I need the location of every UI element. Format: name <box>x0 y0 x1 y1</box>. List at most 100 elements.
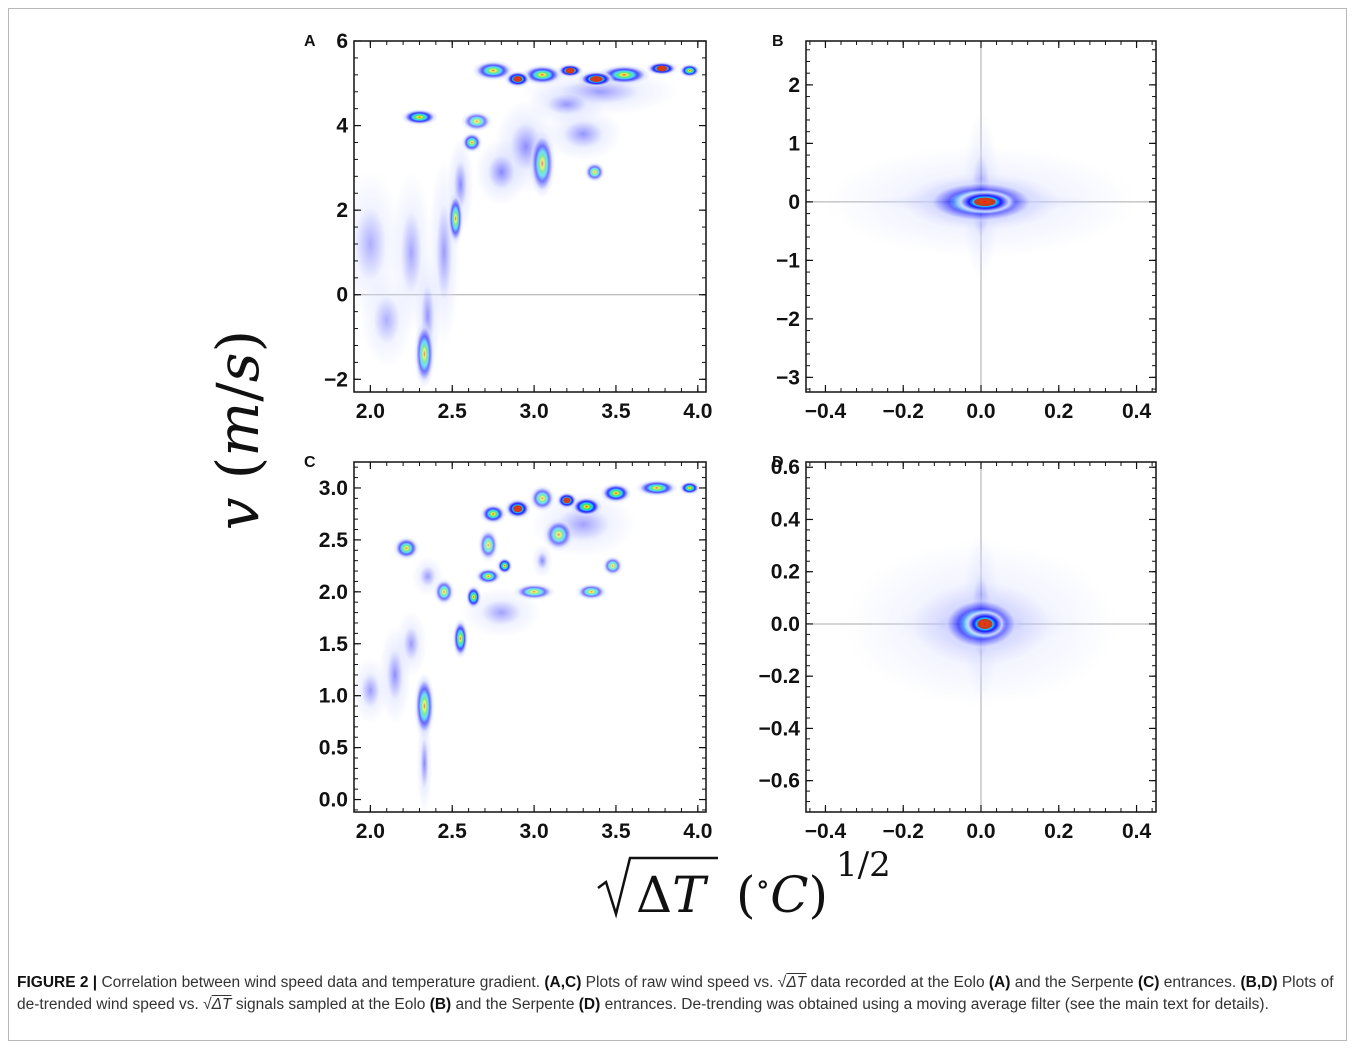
density-blob <box>679 63 701 78</box>
caption-text: signals sampled at the Eolo <box>231 996 430 1013</box>
y-tick-label: 0.5 <box>319 737 349 760</box>
density-blob <box>477 528 499 562</box>
density-blob <box>480 503 507 524</box>
x-tick-label: 0.0 <box>966 820 995 843</box>
figure-frame <box>8 8 1347 1041</box>
y-tick-label: 1.5 <box>319 633 349 656</box>
density-peak <box>563 497 571 504</box>
density-peak <box>977 618 993 630</box>
density-peak <box>974 197 996 207</box>
density-blob <box>447 191 464 246</box>
panel-label: C <box>304 454 316 471</box>
caption-sqrt: √ΔT <box>777 974 807 991</box>
density-blob <box>462 587 541 638</box>
plot-frame <box>353 40 707 393</box>
density-blob <box>531 544 553 578</box>
x-axis-label: ΔT (∘C) 1/2 <box>597 845 891 924</box>
y-tick-label: −2 <box>776 308 800 331</box>
x-tick-label: 0.2 <box>1044 820 1073 843</box>
y-tick-label: 0.6 <box>771 456 800 479</box>
y-tick-label: 0.0 <box>319 789 348 812</box>
density-blob <box>413 672 435 740</box>
caption-ref: (B) <box>429 996 452 1013</box>
density-blob <box>461 111 493 132</box>
y-tick-label: 6 <box>336 30 348 53</box>
y-axis-label: v(m/s) <box>204 330 272 530</box>
y-tick-label: 0.4 <box>771 508 801 531</box>
density-blob <box>635 479 678 497</box>
caption-ref: (A) <box>988 974 1011 991</box>
density-area <box>806 462 1156 812</box>
density-blob <box>513 583 556 601</box>
plot-frame <box>353 461 707 813</box>
caption-ref: (C) <box>1137 974 1160 991</box>
x-tick-label: 2.5 <box>438 820 468 843</box>
x-tick-label: −0.4 <box>805 820 847 843</box>
x-tick-label: −0.4 <box>805 400 847 423</box>
density-blob <box>461 132 483 153</box>
density-blob <box>543 106 623 162</box>
x-tick-label: 0.4 <box>1122 820 1152 843</box>
x-tick-label: 0.2 <box>1044 400 1073 423</box>
x-tick-label: 4.0 <box>683 820 712 843</box>
x-tick-label: −0.2 <box>882 820 923 843</box>
x-tick-label: 3.0 <box>519 400 548 423</box>
y-tick-label: 2.5 <box>319 529 349 552</box>
density-blob <box>600 483 632 504</box>
svg-text:(∘C): (∘C) <box>736 866 828 924</box>
y-tick-label: 1.0 <box>319 685 348 708</box>
y-tick-label: 2.0 <box>319 581 348 604</box>
x-tick-label: 4.0 <box>683 400 712 423</box>
y-tick-label: −3 <box>776 366 800 389</box>
y-tick-label: 4 <box>336 115 348 138</box>
caption-text: entrances. <box>1159 974 1241 991</box>
density-area <box>354 60 706 388</box>
density-peak <box>656 65 668 72</box>
x-tick-label: 3.5 <box>601 400 631 423</box>
svg-text:1/2: 1/2 <box>836 845 891 885</box>
density-blob <box>452 618 469 659</box>
panel-d: −0.4 −0.2 0.0 0.2 0.4 −0.6 −0.4 −0.2 0.0 0.2 0.4 0.… <box>759 454 1157 843</box>
caption-ref: (A,C) <box>544 974 582 991</box>
y-tick-label: 3.0 <box>319 477 348 500</box>
y-tick-label: 2 <box>788 74 800 97</box>
x-tick-label: −0.2 <box>882 400 923 423</box>
density-blob <box>416 713 433 812</box>
density-blob <box>584 161 606 183</box>
density-blob <box>529 485 556 512</box>
caption-text: and the Serpente <box>1010 974 1138 991</box>
density-peak <box>513 505 523 513</box>
y-tick-label: 0.2 <box>771 561 800 584</box>
caption-prefix: FIGURE 2 | <box>17 974 98 991</box>
caption-text: Plots of raw wind speed vs. <box>581 974 778 991</box>
y-tick-label: 0 <box>336 284 348 307</box>
density-blob <box>521 64 564 85</box>
panel-label: A <box>304 33 316 50</box>
y-tick-label: 2 <box>336 199 348 222</box>
caption-ref: (B,D) <box>1240 974 1278 991</box>
density-blob <box>433 578 455 606</box>
x-tick-label: 0.0 <box>966 400 995 423</box>
y-tick-label: 0.0 <box>771 613 800 636</box>
panel-label: B <box>772 33 784 50</box>
density-blob <box>475 567 502 585</box>
density-blob <box>379 625 411 725</box>
density-peak <box>565 67 575 74</box>
density-blob <box>570 496 603 517</box>
caption-text: Plots of de-trended wind speed vs. <box>17 974 1334 1013</box>
x-tick-label: 2.5 <box>438 400 468 423</box>
density-blob <box>679 481 701 495</box>
density-blob <box>575 583 608 601</box>
caption-text: data recorded at the Eolo <box>806 974 989 991</box>
density-blob <box>465 585 482 609</box>
figure-svg: 2.0 2.5 3.0 3.5 4.0 −2 0 2 4 6 A −0.4 −0.2 0.0 0.2 0.4 −… <box>204 30 1157 924</box>
density-blob <box>602 555 624 576</box>
panel-label: D <box>772 454 784 471</box>
density-blob <box>475 138 528 206</box>
density-area <box>806 41 1156 392</box>
y-tick-label: −1 <box>776 249 800 272</box>
caption-sqrt: √ΔT <box>203 996 232 1013</box>
caption-text: and the Serpente <box>451 996 579 1013</box>
y-tick-label: 0 <box>788 191 800 214</box>
density-blob <box>496 557 513 575</box>
